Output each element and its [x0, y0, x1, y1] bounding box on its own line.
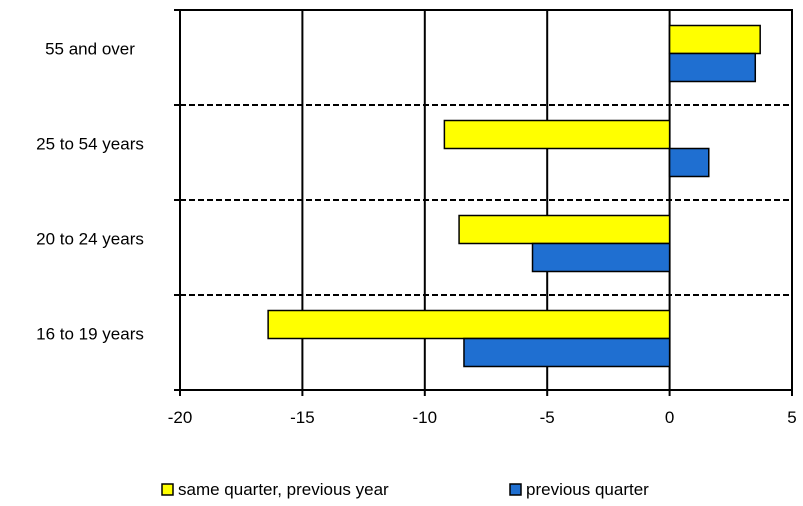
bar-previous-quarter	[668, 52, 757, 83]
labels-layer: -20 -15 -10 -5 0 5 55 and over 25 to 54 years 20…	[36, 40, 797, 428]
legend-item-previous-quarter: previous quarter	[509, 480, 649, 499]
bar-previous-quarter	[463, 337, 671, 368]
x-tick-label: -15	[290, 408, 315, 427]
bar-same-quarter-previous-year	[458, 214, 671, 245]
x-tick-label: -10	[413, 408, 438, 427]
legend: same quarter, previous year previous quar…	[161, 480, 649, 499]
legend-item-same-quarter-previous-year: same quarter, previous year	[161, 480, 389, 499]
bar-same-quarter-previous-year	[267, 309, 671, 340]
plot-area-frame	[179, 9, 793, 391]
bar-same-quarter-previous-year	[443, 119, 671, 150]
bars-layer	[267, 24, 761, 368]
bar-previous-quarter	[531, 242, 671, 273]
x-tick-label: -5	[540, 408, 555, 427]
legend-label: same quarter, previous year	[178, 480, 389, 499]
x-tick-label: -20	[168, 408, 193, 427]
category-label: 20 to 24 years	[36, 230, 144, 249]
category-label: 25 to 54 years	[36, 135, 144, 154]
grid-layer	[174, 9, 793, 396]
x-tick-label: 0	[665, 408, 674, 427]
legend-label: previous quarter	[526, 480, 649, 499]
bar-previous-quarter	[668, 147, 710, 178]
legend-swatch	[509, 483, 522, 496]
legend-swatch	[161, 483, 174, 496]
x-tick-label: 5	[787, 408, 796, 427]
category-label: 16 to 19 years	[36, 325, 144, 344]
category-label: 55 and over	[45, 40, 135, 59]
bar-same-quarter-previous-year	[668, 24, 761, 55]
